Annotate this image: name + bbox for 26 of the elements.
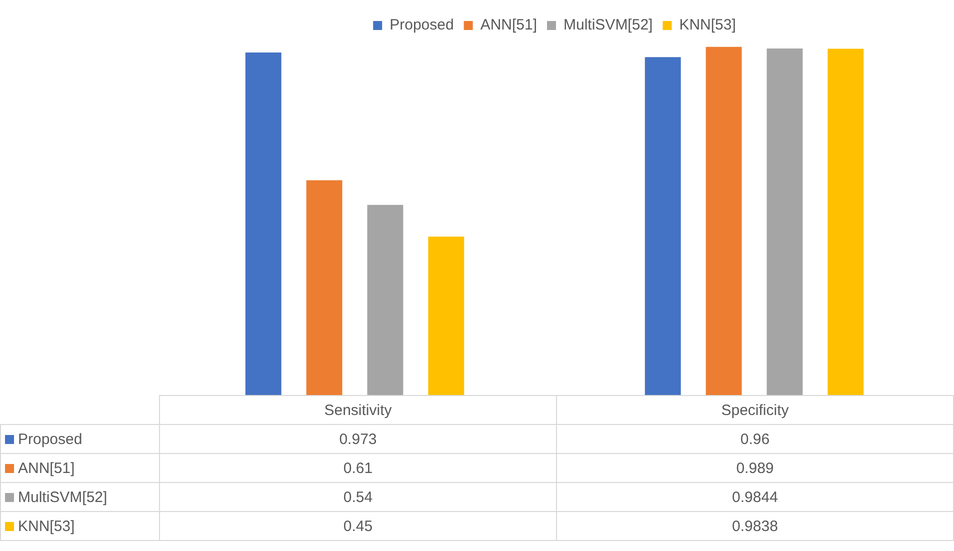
x-tick-label: Specificity [556, 396, 954, 424]
text: ANN[51] [18, 460, 75, 476]
data-label: 0.45 [160, 512, 556, 540]
text: KNN[53] [18, 518, 75, 534]
legend-label: KNN[53] [679, 16, 736, 34]
bar [245, 52, 282, 395]
data-label: 0.61 [160, 454, 556, 482]
text: Proposed [18, 430, 82, 448]
data-label: 0.9838 [556, 512, 954, 540]
data-label: 0.96 [556, 424, 954, 454]
bar [306, 180, 342, 395]
bar [644, 57, 681, 395]
data-label: 0.54 [160, 482, 556, 512]
legend-label: ANN[51] [480, 16, 538, 34]
bar [828, 48, 864, 395]
legend-label: MultiSVM[52] [564, 16, 653, 34]
text: MultiSVM[52] [18, 488, 108, 506]
bar [706, 46, 742, 395]
data-label: 0.973 [160, 424, 556, 454]
bar [766, 48, 803, 395]
bar [367, 204, 404, 395]
data-label: 0.9844 [556, 482, 954, 512]
data-label: 0.989 [556, 454, 954, 482]
legend-label: Proposed [390, 16, 454, 34]
bar [428, 236, 464, 395]
x-tick-label: Sensitivity [160, 396, 556, 424]
